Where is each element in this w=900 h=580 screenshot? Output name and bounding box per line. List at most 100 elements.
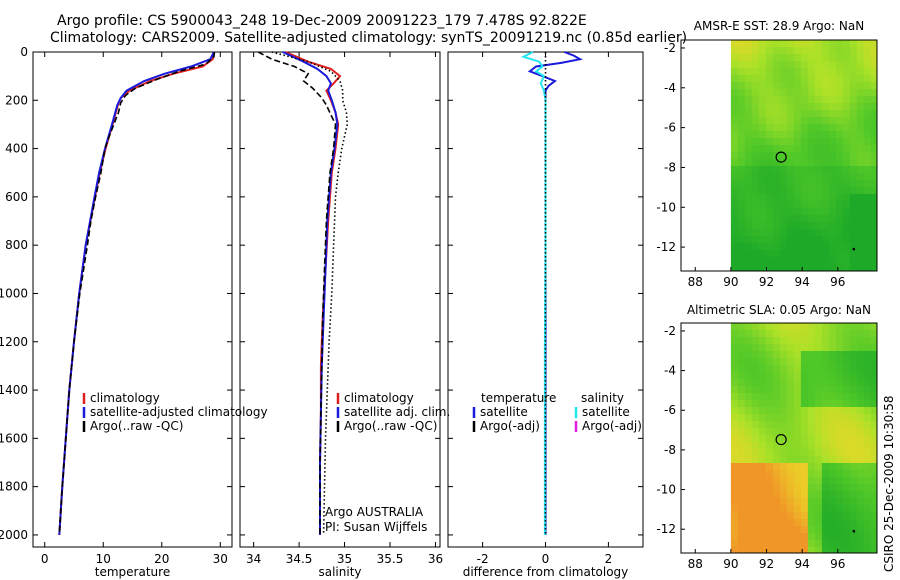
sst-cell (765, 75, 774, 83)
sla-cell (772, 351, 781, 359)
sst-cell (807, 159, 816, 167)
sst-cell (758, 250, 767, 258)
sst-cell (758, 152, 767, 160)
sla-cell (842, 421, 851, 429)
sla-cell (786, 512, 795, 520)
sst-cell (842, 201, 851, 209)
sla-cell (835, 379, 844, 387)
sst-cell (842, 229, 851, 237)
sst-cell (842, 215, 851, 223)
sla-cell (730, 407, 739, 415)
sst-cell (772, 61, 781, 69)
sst-cell (814, 103, 823, 111)
sla-cell (835, 400, 844, 408)
sst-cell (786, 173, 795, 181)
sla-cell (828, 372, 837, 380)
sst-cell (772, 166, 781, 174)
sla-cell (807, 449, 816, 457)
sst-cell (737, 82, 746, 90)
sst-cell (793, 208, 802, 216)
sla-cell (730, 400, 739, 408)
sla-cell (849, 435, 858, 443)
sst-cell (863, 47, 872, 55)
sla-cell (793, 519, 802, 527)
temperature-ytick-label: 2000 (0, 528, 28, 542)
sla-cell (870, 386, 878, 394)
sla-cell (758, 533, 767, 541)
sla-cell (870, 428, 878, 436)
sst-cell (737, 250, 746, 258)
sla-cell (751, 365, 760, 373)
sst-cell (751, 117, 760, 125)
sst-cell (737, 236, 746, 244)
sla-cell (828, 323, 837, 331)
sla-cell (863, 540, 872, 548)
sla-cell (730, 428, 739, 436)
sla-xtick-label: 94 (795, 557, 810, 571)
sla-cell (814, 512, 823, 520)
sla-cell (744, 358, 753, 366)
sla-cell (758, 351, 767, 359)
temperature-ytick-label: 1600 (0, 431, 28, 445)
sst-cell (800, 117, 809, 125)
sla-cell (849, 379, 858, 387)
sst-cell (856, 173, 865, 181)
sla-cell (807, 421, 816, 429)
sla-cell (835, 442, 844, 450)
sst-cell (800, 40, 809, 48)
sla-cell (807, 540, 816, 548)
sla-cell (842, 540, 851, 548)
sst-cell (779, 180, 788, 188)
sla-cell (856, 379, 865, 387)
sla-cell (737, 463, 746, 471)
sla-cell (835, 323, 844, 331)
sla-cell (849, 484, 858, 492)
sla-cell (779, 358, 788, 366)
sst-cell (793, 173, 802, 181)
sla-cell (765, 365, 774, 373)
sst-title: AMSR-E SST: 28.9 Argo: NaN (694, 19, 864, 33)
sst-cell (856, 236, 865, 244)
sla-cell (828, 449, 837, 457)
sst-cell (856, 61, 865, 69)
sst-cell (849, 208, 858, 216)
sla-cell (863, 365, 872, 373)
sla-cell (814, 498, 823, 506)
sla-cell (737, 540, 746, 548)
sst-cell (828, 166, 837, 174)
sla-cell (870, 519, 878, 527)
sst-cell (793, 236, 802, 244)
sst-cell (786, 145, 795, 153)
sst-cell (751, 180, 760, 188)
sla-cell (744, 505, 753, 513)
sla-cell (786, 491, 795, 499)
sla-cell (737, 449, 746, 457)
sst-cell (765, 264, 774, 272)
sst-cell (786, 40, 795, 48)
sla-cell (849, 358, 858, 366)
sla-cell (758, 491, 767, 499)
sst-cell (835, 180, 844, 188)
sla-cell (807, 477, 816, 485)
sst-cell (758, 257, 767, 265)
sst-cell (772, 180, 781, 188)
temperature-ytick-label: 400 (5, 142, 28, 156)
sla-cell (730, 365, 739, 373)
sla-cell (800, 505, 809, 513)
sla-cell (786, 533, 795, 541)
sla-cell (751, 330, 760, 338)
sst-cell (870, 152, 878, 160)
sst-cell (821, 257, 830, 265)
sla-cell (821, 463, 830, 471)
sst-cell (744, 166, 753, 174)
sla-cell (814, 470, 823, 478)
sla-cell (849, 393, 858, 401)
sst-cell (863, 131, 872, 139)
sst-xtick-label: 96 (830, 275, 845, 289)
sla-cell (765, 484, 774, 492)
temperature-ytick-label: 1200 (0, 335, 28, 349)
sst-cell (772, 229, 781, 237)
sla-cell (730, 330, 739, 338)
sst-cell (730, 159, 739, 167)
sla-cell (821, 477, 830, 485)
